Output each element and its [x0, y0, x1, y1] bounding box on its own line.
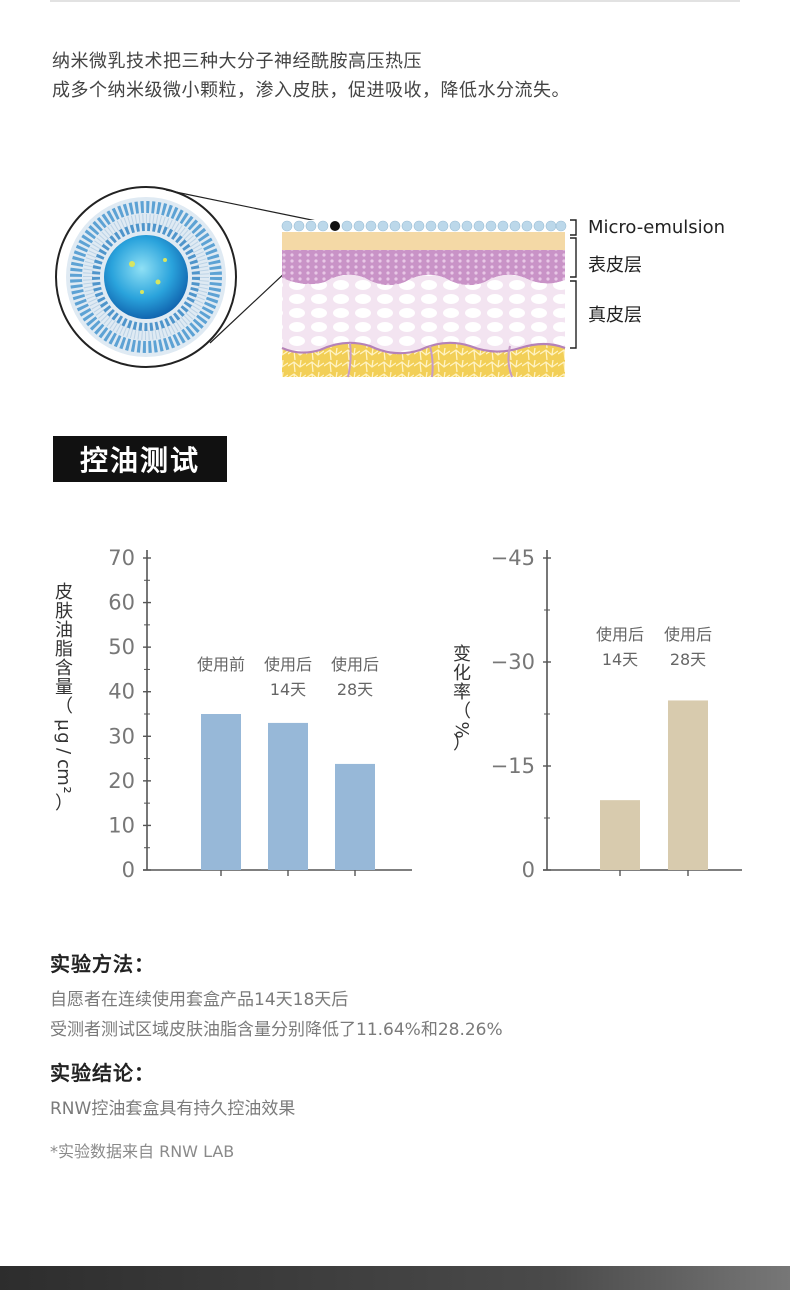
y-tick-label: 30	[108, 724, 135, 748]
y-axis-label-char: μ	[53, 719, 74, 731]
y-tick-label: −45	[491, 546, 535, 570]
y-axis-label-char: ）	[55, 793, 73, 814]
layer-brackets	[570, 219, 577, 349]
bar	[335, 763, 375, 870]
bar	[268, 722, 308, 870]
category-label: 使用后	[664, 625, 712, 644]
change-rate-chart: 0 −15 −30 −45 使用后 14天 使用后 28天 变化率（%）	[451, 546, 742, 882]
y-axis-label-char: （	[453, 701, 471, 722]
y-tick-label: 0	[122, 858, 135, 882]
category-label: 28天	[670, 650, 706, 669]
category-label: 使用后	[264, 655, 312, 674]
method-heading: 实验方法：	[50, 952, 155, 976]
method-section: 实验方法： 自愿者在连续使用套盒产品14天18天后 受测者测试区域皮肤油脂含量分…	[50, 948, 750, 1162]
category-label: 28天	[337, 680, 373, 699]
y-axis-label-char: c	[53, 759, 74, 769]
y-tick-label: 50	[108, 635, 135, 659]
y-axis-label-char: 量	[55, 677, 73, 698]
category-label: 使用前	[197, 655, 245, 674]
label-dermis: 真皮层	[588, 305, 642, 326]
y-axis-label-char: 脂	[55, 639, 73, 660]
bar	[668, 700, 708, 870]
top-divider	[50, 0, 740, 2]
y-axis-label-char: 皮	[55, 582, 73, 603]
y-axis-label-char: /	[53, 748, 74, 755]
y-tick-label: 20	[108, 769, 135, 793]
y-axis-label-char: 化	[453, 663, 471, 684]
conclusion-text: RNW控油套盒具有持久控油效果	[50, 1099, 296, 1119]
y-axis-label-char: 变	[453, 644, 471, 665]
category-label: 14天	[602, 650, 638, 669]
method-line-2: 受测者测试区域皮肤油脂含量分别降低了11.64%和28.26%	[50, 1020, 503, 1040]
y-axis-label-char: 油	[55, 620, 73, 641]
y-axis-label-char: （	[55, 696, 73, 717]
intro-line-2: 成多个纳米级微小颗粒，渗入皮肤，促进吸收，降低水分流失。	[52, 80, 570, 101]
y-tick-label: −30	[491, 650, 535, 674]
y-tick-label: 0	[522, 858, 535, 882]
bar	[201, 714, 241, 870]
y-axis-label-char: %	[451, 721, 472, 738]
y-tick-label: 60	[108, 591, 135, 615]
category-label: 14天	[270, 680, 306, 699]
y-tick-label: −15	[491, 754, 535, 778]
section-title-badge: 控油测试	[53, 436, 227, 482]
conclusion-heading: 实验结论：	[50, 1061, 155, 1085]
data-source-note: *实验数据来自 RNW LAB	[50, 1142, 235, 1161]
footer-bar	[0, 1266, 790, 1290]
y-axis-label-char: 率	[453, 682, 471, 703]
y-axis-label-char: ²	[53, 786, 74, 793]
y-tick-label: 70	[108, 546, 135, 570]
intro-line-1: 纳米微乳技术把三种大分子神经酰胺高压热压	[52, 51, 422, 72]
intro-text: 纳米微乳技术把三种大分子神经酰胺高压热压 成多个纳米级微小颗粒，渗入皮肤，促进吸…	[52, 47, 570, 105]
method-line-1: 自愿者在连续使用套盒产品14天18天后	[50, 990, 349, 1010]
micelle-graphic	[55, 186, 237, 368]
category-label: 使用后	[331, 655, 379, 674]
y-tick-label: 40	[108, 680, 135, 704]
y-axis-label-char: g	[53, 732, 74, 743]
y-tick-label: 10	[108, 813, 135, 837]
label-micro-emulsion: Micro-emulsion	[588, 217, 725, 238]
y-axis-label-char: 肤	[55, 601, 73, 622]
y-axis-label-char: m	[53, 768, 74, 786]
label-epidermis: 表皮层	[588, 255, 642, 276]
skin-layers	[281, 220, 567, 378]
bar	[600, 800, 640, 870]
category-label: 使用后	[596, 625, 644, 644]
y-axis-label-char: ）	[453, 733, 471, 754]
skin-micro-emulsion-illustration: Micro-emulsion 表皮层 真皮层	[55, 186, 725, 378]
y-axis-label-char: 含	[55, 658, 73, 679]
